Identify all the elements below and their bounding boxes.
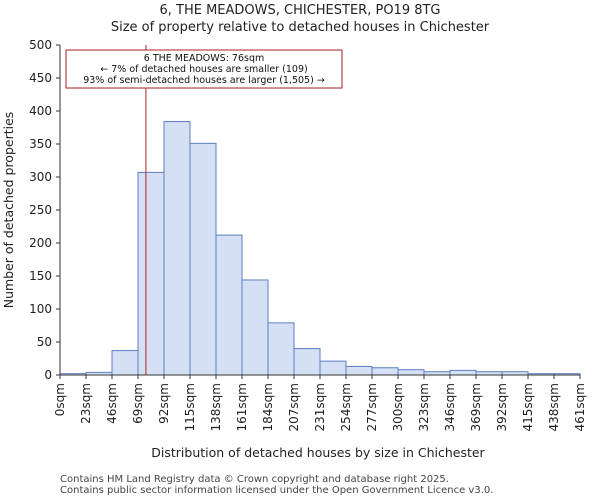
histogram-bar — [163, 121, 191, 376]
x-tick-label: 415sqm — [521, 383, 535, 431]
x-tick-label: 0sqm — [53, 383, 67, 416]
x-tick-label: 438sqm — [547, 383, 561, 431]
y-tick-label: 300 — [29, 170, 52, 184]
histogram-bar — [137, 171, 165, 376]
y-tick-label: 350 — [29, 137, 52, 151]
x-tick-label: 161sqm — [235, 383, 249, 431]
y-tick-label: 200 — [29, 236, 52, 250]
histogram-bar — [397, 369, 425, 376]
x-tick-label: 461sqm — [573, 383, 587, 431]
chart-title: 6, THE MEADOWS, CHICHESTER, PO19 8TG — [159, 3, 440, 18]
x-tick-label: 231sqm — [313, 383, 327, 431]
y-axis: 0 50 100 150 200 250 300 350 400 450 500 — [29, 38, 61, 382]
x-axis: 0sqm 23sqm 46sqm 69sqm 92sqm 115sqm 138sqm 161s… — [53, 374, 587, 431]
y-axis-title: Number of detached properties — [1, 112, 16, 309]
x-axis-title: Distribution of detached houses by size … — [151, 445, 485, 460]
y-tick-label: 100 — [29, 302, 52, 316]
x-tick-label: 92sqm — [157, 383, 171, 424]
histogram-bar — [345, 365, 373, 376]
x-tick-label: 138sqm — [209, 383, 223, 431]
y-tick-label: 250 — [29, 203, 52, 217]
y-tick-label: 150 — [29, 269, 52, 283]
x-tick-label: 184sqm — [261, 383, 275, 431]
annotation-line-1: 6 THE MEADOWS: 76sqm — [144, 53, 265, 64]
annotation-line-2: ← 7% of detached houses are smaller (109… — [100, 64, 307, 75]
x-tick-label: 254sqm — [339, 383, 353, 431]
y-tick-label: 400 — [29, 104, 52, 118]
histogram-bar — [215, 234, 243, 376]
footer-line-1: Contains HM Land Registry data © Crown c… — [60, 474, 449, 485]
footer-line-2: Contains public sector information licen… — [60, 485, 493, 496]
histogram-bar — [241, 279, 269, 376]
histogram-bar — [293, 348, 321, 376]
x-tick-label: 392sqm — [495, 383, 509, 431]
annotation-box: 6 THE MEADOWS: 76sqm ← 7% of detached ho… — [65, 49, 343, 89]
x-tick-label: 46sqm — [105, 383, 119, 424]
y-tick-label: 50 — [37, 335, 52, 349]
x-tick-label: 346sqm — [443, 383, 457, 431]
y-tick-label: 450 — [29, 71, 52, 85]
y-tick-label: 500 — [29, 38, 52, 52]
bars-group — [59, 121, 581, 376]
x-tick-label: 23sqm — [79, 383, 93, 424]
x-tick-label: 300sqm — [391, 383, 405, 431]
x-tick-label: 323sqm — [417, 383, 431, 431]
x-tick-label: 115sqm — [183, 383, 197, 431]
annotation-line-3: 93% of semi-detached houses are larger (… — [83, 75, 325, 86]
y-tick-label: 0 — [44, 368, 52, 382]
x-tick-label: 207sqm — [287, 383, 301, 431]
x-tick-label: 369sqm — [469, 383, 483, 431]
histogram-bar — [267, 322, 295, 376]
chart-subtitle: Size of property relative to detached ho… — [111, 20, 490, 35]
histogram-bar — [371, 367, 399, 376]
histogram-bar — [111, 350, 139, 376]
x-tick-label: 277sqm — [365, 383, 379, 431]
histogram-bar — [319, 360, 347, 376]
x-tick-label: 69sqm — [131, 383, 145, 424]
histogram-bar — [189, 142, 217, 376]
histogram-bar — [449, 369, 477, 376]
